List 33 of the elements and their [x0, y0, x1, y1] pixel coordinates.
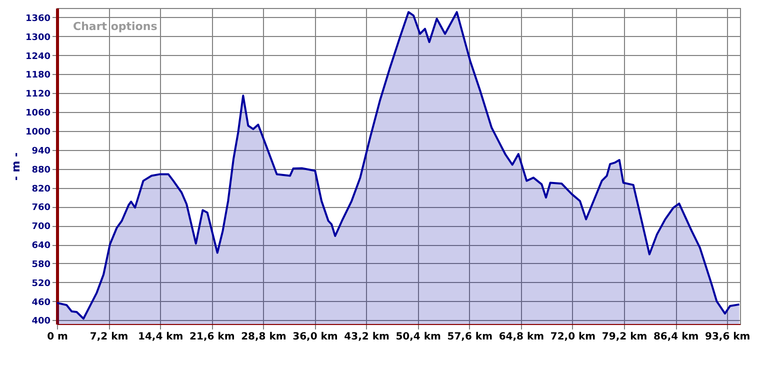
x-tick-label: 28,8 km	[241, 332, 286, 342]
y-tick-label: 520	[32, 278, 50, 289]
x-tick-label: 72,0 km	[550, 332, 596, 342]
x-tick-label: 21,6 km	[190, 332, 235, 342]
y-tick-label: 580	[32, 260, 50, 270]
x-tick-label: 50,4 km	[396, 332, 441, 342]
y-tick-label: 400	[32, 316, 50, 327]
x-tick-label: 64,8 km	[498, 332, 544, 342]
x-tick-label: 36,0 km	[292, 332, 338, 342]
x-tick-label: 7,2 km	[90, 332, 128, 342]
y-tick-label: 460	[32, 298, 50, 308]
x-tick-label: 86,4 km	[653, 332, 699, 342]
x-tick-label: 14,4 km	[138, 332, 184, 342]
x-tick-label: 57,6 km	[447, 332, 492, 342]
y-tick-label: 1000	[25, 127, 50, 138]
annotation: Chart options	[73, 20, 158, 33]
y-tick-label: 1360	[25, 14, 50, 24]
y-tick-label: 1060	[25, 108, 50, 119]
y-tick-label: 880	[32, 165, 50, 176]
x-tick-label: 93,6 km	[704, 332, 750, 342]
y-tick-label: 1300	[25, 32, 50, 43]
y-tick-label: 820	[32, 184, 50, 194]
y-axis-title: - m -	[9, 152, 22, 181]
x-tick-label: 43,2 km	[344, 332, 390, 342]
y-tick-label: 640	[32, 241, 50, 252]
x-tick-label: 79,2 km	[602, 332, 648, 342]
y-tick-label: 700	[32, 222, 50, 232]
y-tick-label: 760	[32, 203, 50, 214]
y-tick-label: 1240	[25, 52, 50, 62]
y-tick-label: 1180	[25, 70, 50, 81]
x-tick-label: 0 m	[47, 332, 68, 342]
y-tick-label: 940	[32, 146, 50, 156]
y-tick-label: 1120	[25, 90, 50, 100]
